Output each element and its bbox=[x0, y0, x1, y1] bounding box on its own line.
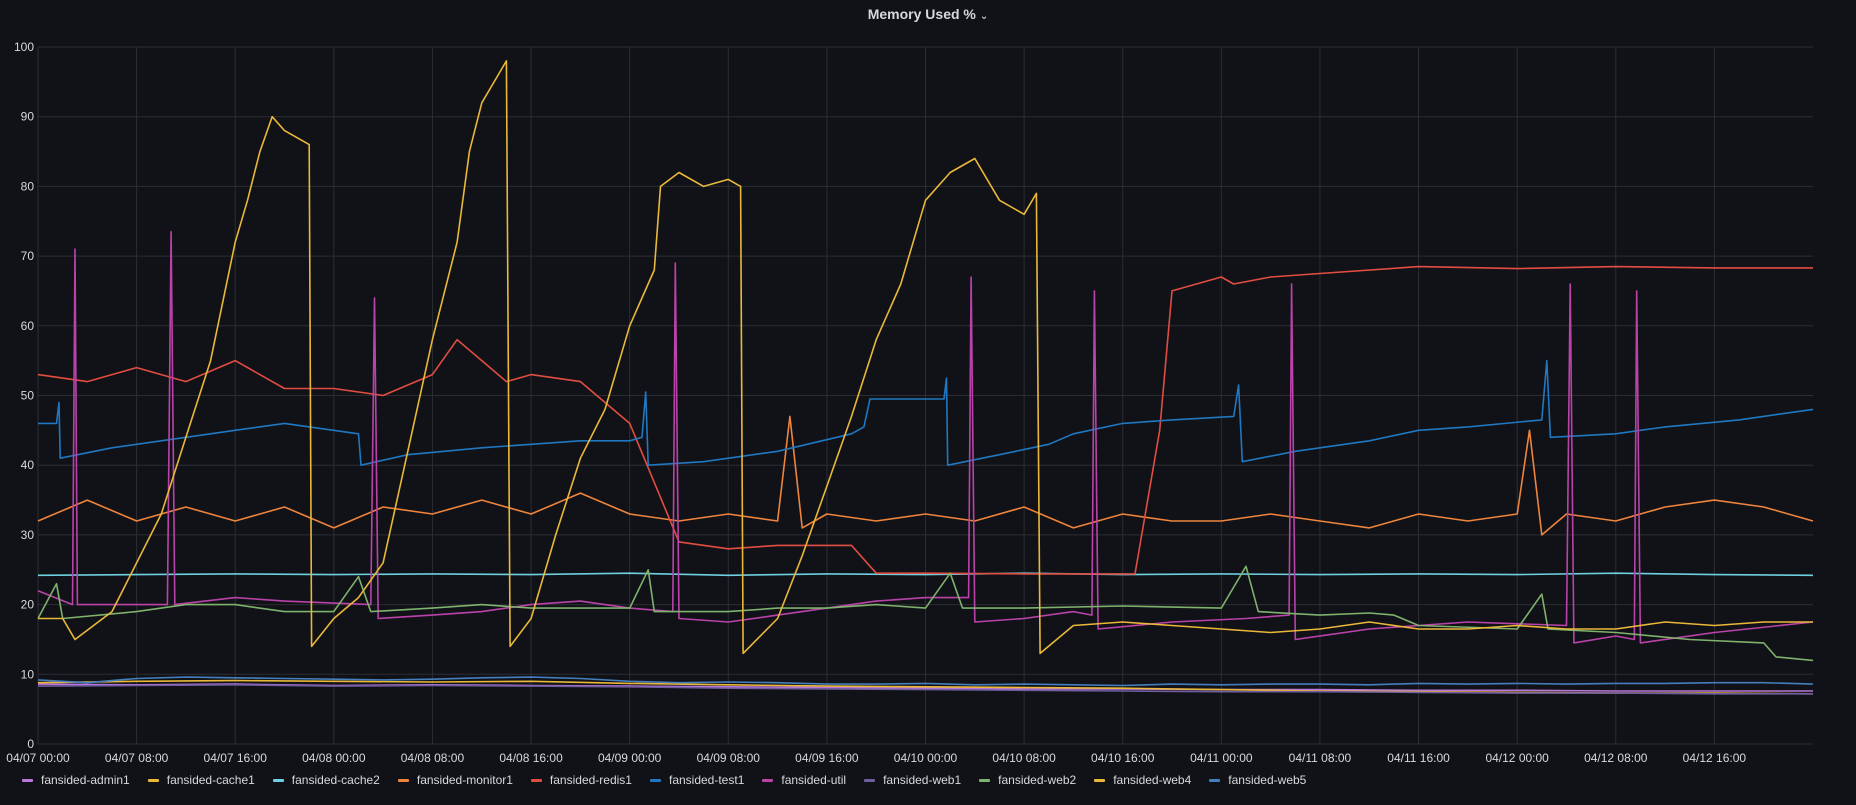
legend-label: fansided-cache1 bbox=[166, 773, 255, 787]
y-tick-label: 30 bbox=[21, 528, 35, 542]
x-tick-label: 04/11 08:00 bbox=[1289, 751, 1352, 765]
legend-item[interactable]: fansided-test1 bbox=[649, 773, 745, 787]
x-tick-label: 04/08 00:00 bbox=[302, 751, 366, 765]
legend-label: fansided-util bbox=[781, 773, 847, 787]
legend-swatch bbox=[979, 778, 991, 782]
legend-swatch bbox=[1094, 778, 1106, 782]
legend-label: fansided-web1 bbox=[883, 773, 962, 787]
legend: fansided-admin1 fansided-cache1 fansided-c… bbox=[22, 773, 1324, 787]
legend-swatch bbox=[272, 778, 284, 782]
y-tick-label: 50 bbox=[21, 389, 35, 403]
y-tick-label: 0 bbox=[27, 737, 34, 751]
x-tick-label: 04/10 16:00 bbox=[1091, 751, 1155, 765]
series-line-fansided-test1[interactable] bbox=[38, 359, 1814, 467]
legend-item[interactable]: fansided-web4 bbox=[1094, 773, 1191, 787]
legend-item[interactable]: fansided-admin1 bbox=[22, 773, 130, 787]
legend-label: fansided-web2 bbox=[998, 773, 1077, 787]
legend-label: fansided-monitor1 bbox=[416, 773, 513, 787]
legend-label: fansided-redis1 bbox=[549, 773, 632, 787]
y-tick-label: 90 bbox=[21, 110, 35, 124]
series-line-fansided-web1[interactable] bbox=[37, 683, 1813, 695]
y-tick-label: 70 bbox=[21, 249, 35, 263]
legend-swatch bbox=[530, 778, 542, 782]
y-tick-label: 40 bbox=[21, 458, 35, 472]
x-tick-label: 04/08 16:00 bbox=[499, 751, 563, 765]
y-tick-label: 80 bbox=[21, 179, 35, 193]
legend-label: fansided-cache2 bbox=[291, 773, 380, 787]
legend-swatch bbox=[397, 778, 409, 782]
legend-item[interactable]: fansided-monitor1 bbox=[397, 773, 513, 787]
panel-title[interactable]: Memory Used % ⌄ bbox=[0, 6, 1856, 22]
legend-swatch bbox=[649, 778, 661, 782]
y-tick-label: 100 bbox=[14, 40, 34, 54]
legend-item[interactable]: fansided-web1 bbox=[864, 773, 961, 787]
x-tick-label: 04/07 00:00 bbox=[6, 751, 70, 765]
x-tick-label: 04/07 08:00 bbox=[105, 751, 169, 765]
legend-item[interactable]: fansided-cache1 bbox=[147, 773, 255, 787]
series-line-fansided-monitor1[interactable] bbox=[37, 415, 1814, 536]
legend-label: fansided-test1 bbox=[668, 773, 745, 787]
x-tick-label: 04/10 08:00 bbox=[992, 751, 1056, 765]
x-tick-label: 04/09 16:00 bbox=[795, 751, 859, 765]
x-tick-label: 04/09 08:00 bbox=[697, 751, 761, 765]
legend-swatch bbox=[147, 778, 159, 782]
x-tick-label: 04/12 00:00 bbox=[1485, 751, 1549, 765]
legend-label: fansided-admin1 bbox=[41, 773, 130, 787]
panel-title-text[interactable]: Memory Used % bbox=[867, 6, 976, 22]
x-tick-label: 04/07 16:00 bbox=[204, 751, 268, 765]
legend-label: fansided-web4 bbox=[1113, 773, 1192, 787]
legend-item[interactable]: fansided-cache2 bbox=[272, 773, 380, 787]
legend-item[interactable]: fansided-web2 bbox=[979, 773, 1076, 787]
x-tick-label: 04/09 00:00 bbox=[598, 751, 662, 765]
legend-item[interactable]: fansided-redis1 bbox=[530, 773, 632, 787]
series-line-fansided-util[interactable] bbox=[37, 230, 1814, 644]
series-line-fansided-web4[interactable] bbox=[38, 60, 1813, 655]
x-tick-label: 04/08 08:00 bbox=[401, 751, 465, 765]
x-tick-label: 04/11 00:00 bbox=[1190, 751, 1253, 765]
chevron-down-icon[interactable]: ⌄ bbox=[979, 11, 989, 22]
x-tick-label: 04/12 16:00 bbox=[1683, 751, 1747, 765]
legend-swatch bbox=[762, 778, 774, 782]
legend-item[interactable]: fansided-web5 bbox=[1209, 773, 1306, 787]
series-line-fansided-web5[interactable] bbox=[37, 676, 1814, 687]
x-tick-label: 04/10 00:00 bbox=[894, 751, 958, 765]
legend-label: fansided-web5 bbox=[1228, 773, 1307, 787]
y-tick-label: 60 bbox=[21, 319, 35, 333]
legend-swatch bbox=[22, 778, 33, 782]
series-line-fansided-redis1[interactable] bbox=[37, 265, 1813, 575]
series-line-fansided-cache2[interactable] bbox=[37, 572, 1814, 577]
y-tick-label: 10 bbox=[21, 667, 35, 681]
x-tick-label: 04/11 16:00 bbox=[1387, 751, 1450, 765]
y-tick-label: 20 bbox=[21, 598, 35, 612]
legend-swatch bbox=[864, 778, 876, 782]
series-line-fansided-web2[interactable] bbox=[37, 565, 1814, 662]
x-tick-label: 04/12 08:00 bbox=[1584, 751, 1648, 765]
legend-swatch bbox=[1209, 778, 1221, 782]
legend-item[interactable]: fansided-util bbox=[762, 773, 846, 787]
